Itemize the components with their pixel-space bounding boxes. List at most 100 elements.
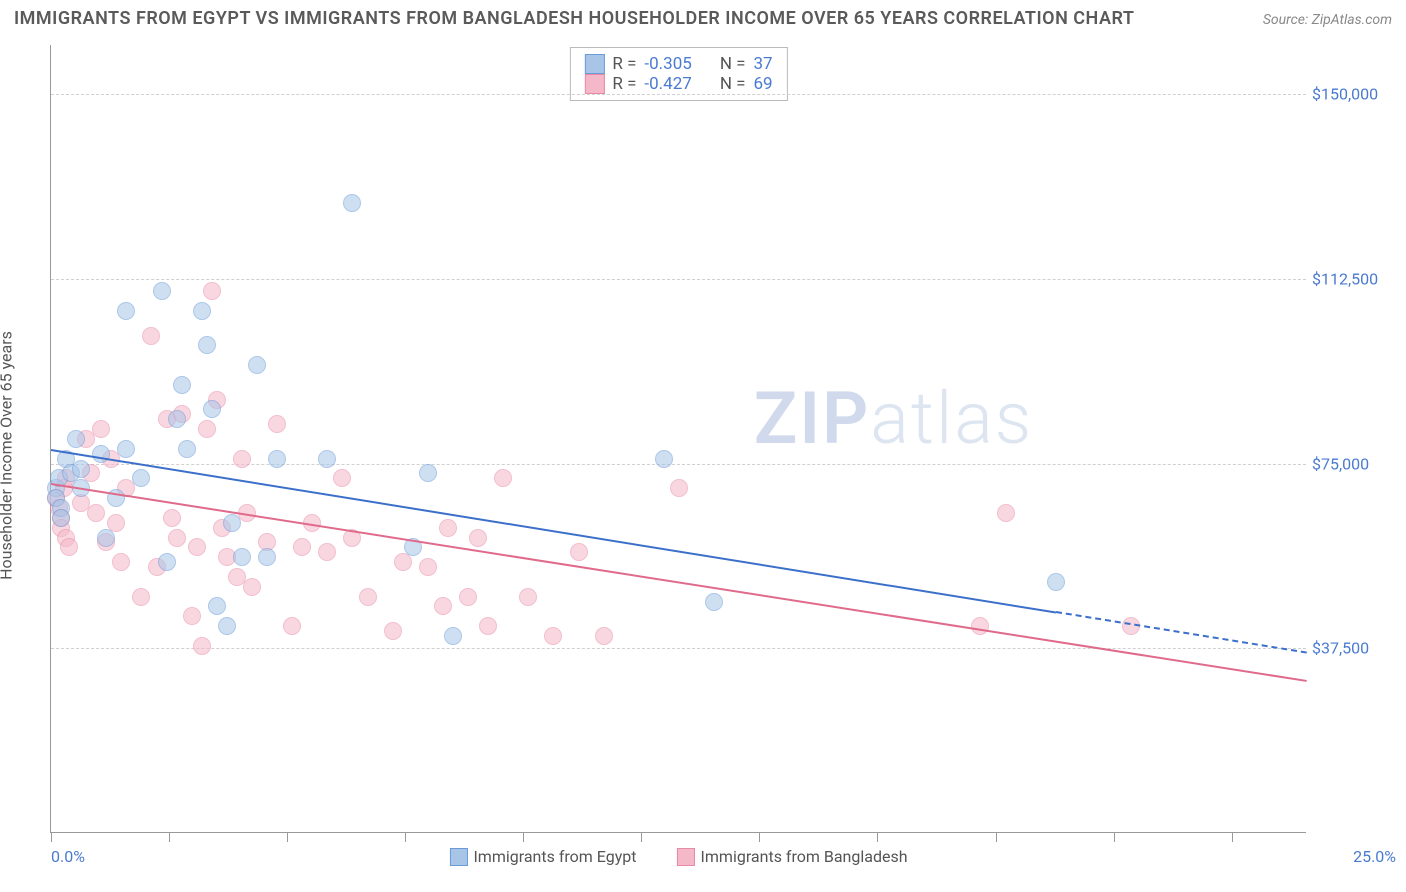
data-point [153,282,171,300]
data-point [705,593,723,611]
data-point [519,588,537,606]
data-point [595,627,613,645]
x-tick [523,832,524,842]
data-point [198,336,216,354]
data-point [218,617,236,635]
series-legend: Immigrants from Egypt Immigrants from Ban… [449,847,907,866]
legend-swatch [677,848,695,866]
data-point [439,519,457,537]
data-point [434,597,452,615]
data-point [112,553,130,571]
legend-swatch [584,74,604,94]
chart-title: IMMIGRANTS FROM EGYPT VS IMMIGRANTS FROM… [14,8,1134,29]
gridline [51,648,1306,649]
gridline [51,94,1306,95]
data-point [183,607,201,625]
data-point [293,538,311,556]
data-point [233,450,251,468]
data-point [971,617,989,635]
data-point [132,588,150,606]
correlation-legend: R = -0.305N = 37R = -0.427N = 69 [569,47,787,101]
data-point [193,637,211,655]
data-point [283,617,301,635]
y-axis-label: Householder Income Over 65 years [0,331,16,580]
data-point [193,302,211,320]
legend-item: Immigrants from Bangladesh [677,847,908,866]
data-point [223,514,241,532]
data-point [203,282,221,300]
y-tick-label: $37,500 [1312,639,1402,658]
y-tick-label: $75,000 [1312,454,1402,473]
data-point [459,588,477,606]
data-point [268,450,286,468]
data-point [198,420,216,438]
data-point [173,376,191,394]
x-tick [287,832,288,842]
data-point [158,553,176,571]
data-point [67,430,85,448]
data-point [1047,573,1065,591]
data-point [188,538,206,556]
data-point [248,356,266,374]
data-point [178,440,196,458]
x-tick [1114,832,1115,842]
x-tick [169,832,170,842]
x-tick [405,832,406,842]
x-tick [1232,832,1233,842]
data-point [203,400,221,418]
data-point [479,617,497,635]
data-point [132,469,150,487]
data-point [318,450,336,468]
data-point [419,558,437,576]
data-point [343,194,361,212]
data-point [469,529,487,547]
data-point [72,460,90,478]
x-tick [759,832,760,842]
legend-swatch [584,54,604,74]
data-point [494,469,512,487]
data-point [243,578,261,596]
scatter-plot: ZIPatlas R = -0.305N = 37R = -0.427N = 6… [50,45,1306,833]
y-tick-label: $150,000 [1312,85,1402,104]
data-point [670,479,688,497]
data-point [168,410,186,428]
data-point [570,543,588,561]
data-point [117,440,135,458]
legend-stat-row: R = -0.427N = 69 [584,74,772,94]
x-tick [877,832,878,842]
data-point [97,529,115,547]
gridline [51,279,1306,280]
data-point [163,509,181,527]
data-point [419,464,437,482]
data-point [544,627,562,645]
data-point [52,509,70,527]
legend-swatch [449,848,467,866]
x-tick [641,832,642,842]
data-point [655,450,673,468]
watermark: ZIPatlas [754,376,1034,461]
data-point [268,415,286,433]
data-point [318,543,336,561]
data-point [333,469,351,487]
source-label: Source: ZipAtlas.com [1263,12,1392,28]
x-tick [996,832,997,842]
data-point [359,588,377,606]
data-point [92,420,110,438]
regression-line [51,449,1056,613]
legend-stat-row: R = -0.305N = 37 [584,54,772,74]
legend-item: Immigrants from Egypt [449,847,636,866]
data-point [60,538,78,556]
data-point [168,529,186,547]
x-axis-min-label: 0.0% [51,847,85,866]
data-point [444,627,462,645]
x-tick [51,832,52,842]
data-point [997,504,1015,522]
data-point [208,597,226,615]
x-axis-max-label: 25.0% [1353,847,1396,866]
data-point [117,302,135,320]
data-point [233,548,251,566]
data-point [258,548,276,566]
data-point [142,327,160,345]
data-point [384,622,402,640]
data-point [87,504,105,522]
